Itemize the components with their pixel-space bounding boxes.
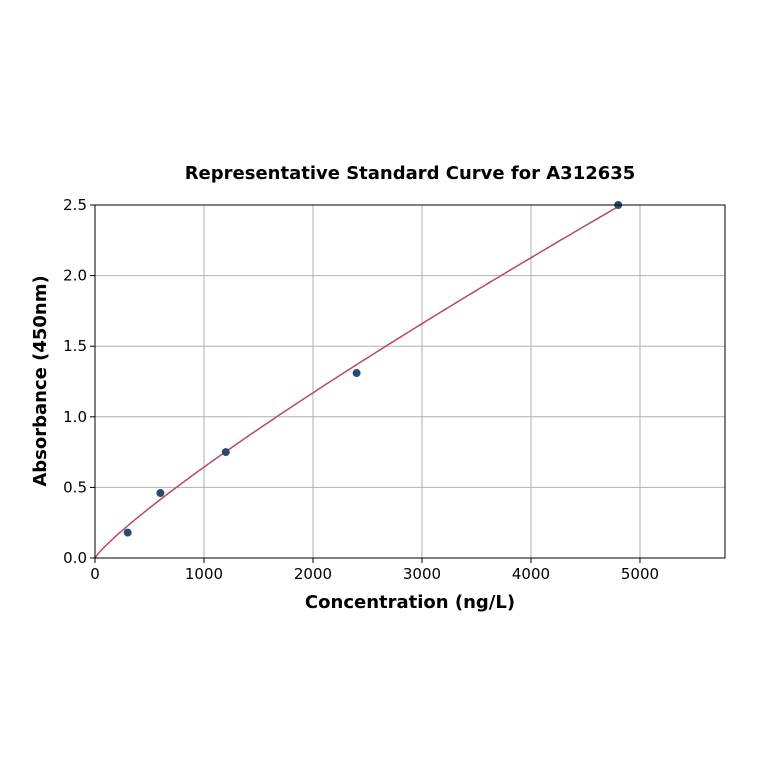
x-tick-label: 4000 [512, 565, 550, 583]
x-tick-label: 2000 [294, 565, 332, 583]
x-tick-label: 5000 [621, 565, 659, 583]
y-tick-label: 0.0 [63, 549, 87, 567]
x-tick-label: 1000 [185, 565, 223, 583]
x-tick-label: 0 [90, 565, 100, 583]
chart-title: Representative Standard Curve for A31263… [185, 163, 636, 184]
x-axis-label: Concentration (ng/L) [305, 592, 515, 613]
y-axis-label: Absorbance (450nm) [30, 275, 51, 486]
data-point [123, 528, 132, 537]
fit-curve-line [94, 205, 619, 559]
data-point [221, 448, 230, 457]
y-tick-label: 0.5 [63, 478, 87, 496]
data-point [352, 369, 361, 378]
x-tick-label: 3000 [403, 565, 441, 583]
y-tick-label: 2.0 [63, 267, 87, 285]
y-tick-label: 1.0 [63, 408, 87, 426]
plot-frame [94, 204, 726, 559]
y-tick-label: 1.5 [63, 337, 87, 355]
data-point [156, 489, 165, 498]
y-tick-label: 2.5 [63, 196, 87, 214]
